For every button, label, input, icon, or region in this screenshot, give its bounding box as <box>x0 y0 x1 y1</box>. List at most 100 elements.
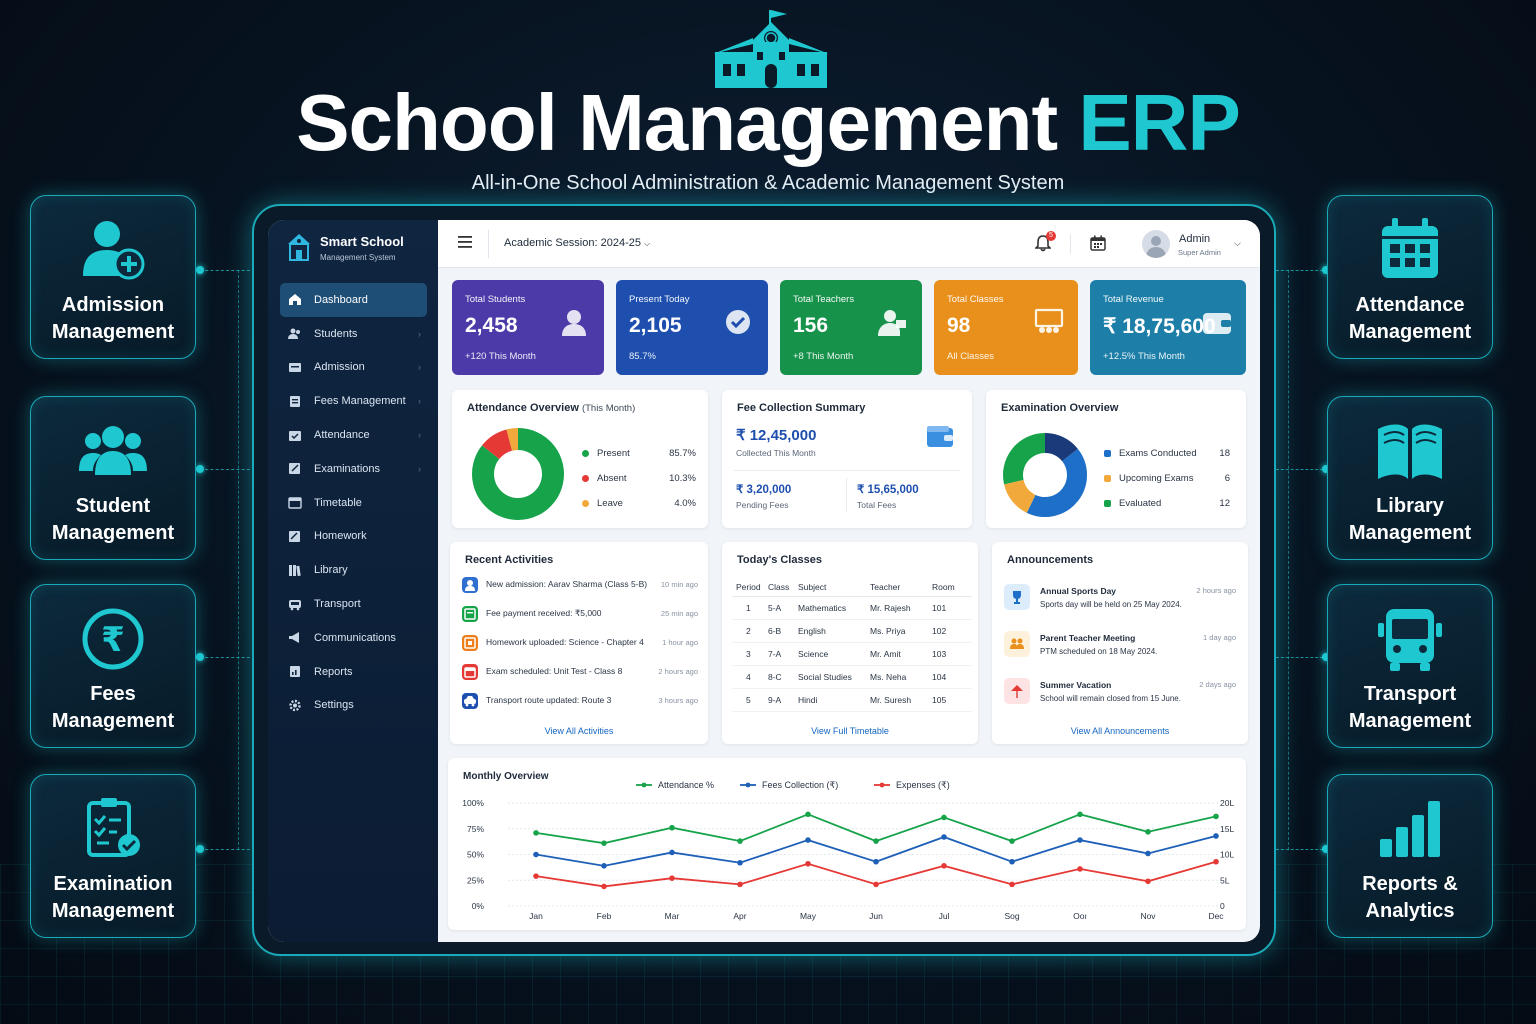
activity-item[interactable]: New admission: Aarav Sharma (Class 5-B) 1… <box>462 575 698 595</box>
announcement-time: 1 day ago <box>1203 633 1236 642</box>
stat-label: Total Revenue <box>1103 294 1164 305</box>
sidebar-item-examinations[interactable]: Examinations › <box>280 452 427 486</box>
sidebar-item-students[interactable]: Students › <box>280 317 427 351</box>
legend-swatch <box>582 449 589 457</box>
sidebar-item-admission[interactable]: Admission › <box>280 351 427 385</box>
sidebar-item-library[interactable]: Library <box>280 553 427 587</box>
table-header: Subject <box>796 578 868 597</box>
y-tick-right: 5L <box>1220 875 1230 885</box>
y-tick-right: 15L <box>1220 824 1234 834</box>
table-cell: 2 <box>732 619 766 643</box>
fees-icon <box>288 395 302 407</box>
stat-card-total-revenue[interactable]: Total Revenue ₹ 18,75,600 +12.5% This Mont… <box>1090 280 1246 375</box>
activity-text: Fee payment received: ₹5,000 <box>486 608 602 618</box>
table-row[interactable]: 4 8-C Social Studies Ms. Neha 104 <box>732 665 972 690</box>
table-cell: 1 <box>732 596 766 620</box>
x-tick: Jul <box>939 911 950 921</box>
sidebar-item-label: Library <box>314 564 348 577</box>
legend-label: Leave <box>597 498 623 509</box>
academic-session-select[interactable]: Academic Session: 2024-25 ⌵ <box>504 237 650 249</box>
data-point <box>669 824 675 831</box>
feature-examination: Examination Management <box>30 774 196 938</box>
table-row[interactable]: 3 7-A Science Mr. Amit 103 <box>732 642 972 667</box>
sidebar-item-dashboard[interactable]: Dashboard <box>280 283 427 317</box>
announcement-item[interactable]: Parent Teacher Meeting PTM scheduled on 1… <box>1004 629 1236 669</box>
feature-library: Library Management <box>1327 396 1493 560</box>
view-all-announcements-link[interactable]: View All Announcements <box>1070 726 1170 736</box>
x-tick: Jan <box>529 911 543 921</box>
connector <box>200 270 255 271</box>
sidebar-item-communications[interactable]: Communications <box>280 621 427 655</box>
legend-swatch <box>582 474 589 482</box>
avatar[interactable] <box>1142 230 1170 258</box>
sidebar-item-reports[interactable]: Reports <box>280 655 427 689</box>
calendar-icon[interactable] <box>1090 235 1106 251</box>
feature-label: Transport Management <box>1348 683 1472 732</box>
hero-title: School Management ERP <box>0 78 1536 168</box>
divider <box>734 470 960 471</box>
sidebar-item-timetable[interactable]: Timetable <box>280 486 427 520</box>
legend-value: 4.0% <box>674 498 696 509</box>
table-header-row: Period Class Subject Teacher Room <box>732 578 972 597</box>
home-icon <box>288 294 302 306</box>
legend-label: Upcoming Exams <box>1119 473 1194 484</box>
exam-slice-3 <box>1003 433 1046 485</box>
table-row[interactable]: 5 9-A Hindi Mr. Suresh 105 <box>732 688 972 713</box>
exam-card: Examination Overview Exams Conducted 18 Up… <box>986 390 1246 528</box>
data-point <box>669 875 675 881</box>
admin-role: Super Admin <box>1178 248 1221 257</box>
view-all-activities-link[interactable]: View All Activities <box>544 726 614 736</box>
admission-icon <box>288 361 302 373</box>
activity-item[interactable]: Homework uploaded: Science - Chapter 4 1 … <box>462 633 698 653</box>
data-point <box>737 838 743 844</box>
sidebar-item-homework[interactable]: Homework <box>280 520 427 554</box>
hero-subtitle: All-in-One School Administration & Acade… <box>471 172 1065 194</box>
sidebar-item-fees-management[interactable]: Fees Management › <box>280 384 427 418</box>
stat-card-total-teachers[interactable]: Total Teachers 156 +8 This Month <box>780 280 922 375</box>
y-tick-left: 100% <box>462 798 484 808</box>
svg-text:₹: ₹ <box>101 620 125 660</box>
sidebar-item-settings[interactable]: Settings <box>280 689 427 723</box>
feature-reports: Reports & Analytics <box>1327 774 1493 938</box>
activity-text: New admission: Aarav Sharma (Class 5-B) <box>486 579 648 589</box>
announcement-item[interactable]: Annual Sports Day Sports day will be held… <box>1004 582 1236 622</box>
connector-dot <box>1322 465 1330 473</box>
x-tick: May <box>800 911 817 921</box>
brand-subtitle: Management System <box>320 253 396 262</box>
announcement-item[interactable]: Summer Vacation School will remain closed… <box>1004 676 1236 716</box>
activity-time: 25 min ago <box>660 609 698 618</box>
activity-item[interactable]: Exam scheduled: Unit Test - Class 8 2 hou… <box>462 662 698 682</box>
view-full-timetable-link[interactable]: View Full Timetable <box>811 726 889 736</box>
wallet-icon <box>1202 308 1232 343</box>
fee-total: ₹ 15,65,000 <box>857 484 919 496</box>
stat-card-total-classes[interactable]: Total Classes 98 All Classes <box>934 280 1078 375</box>
table-cell: Science <box>796 642 868 667</box>
table-row[interactable]: 1 5-A Mathematics Mr. Rajesh 101 <box>732 596 972 620</box>
x-tick: Ooı <box>1073 911 1087 921</box>
hamburger-menu-icon[interactable] <box>458 236 472 248</box>
feature-label: Attendance Management <box>1348 294 1472 343</box>
stat-card-present-today[interactable]: Present Today 2,105 85.7% <box>616 280 768 375</box>
activity-item[interactable]: Transport route updated: Route 3 3 hours … <box>462 691 698 711</box>
y-tick-left: 75% <box>467 824 484 834</box>
sidebar: Smart School Management System Dashboard… <box>268 220 438 942</box>
admin-name[interactable]: Admin <box>1179 233 1211 245</box>
announcement-name: Annual Sports Day <box>1040 586 1117 596</box>
table-cell: Mr. Amit <box>868 642 930 667</box>
sidebar-item-transport[interactable]: Transport <box>280 587 427 621</box>
legend-swatch <box>1104 499 1111 507</box>
sidebar-item-attendance[interactable]: Attendance › <box>280 418 427 452</box>
y-tick-left: 0% <box>472 901 485 911</box>
legend-value: 85.7% <box>669 448 696 459</box>
x-tick: Jun <box>869 911 883 921</box>
chevron-down-icon[interactable]: ⌵ <box>1234 238 1241 248</box>
stat-card-total-students[interactable]: Total Students 2,458 +120 This Month <box>452 280 604 375</box>
table-cell: 102 <box>930 619 972 643</box>
data-point <box>601 883 607 890</box>
exam-icon <box>288 463 302 475</box>
data-point <box>669 849 675 856</box>
activity-item[interactable]: Fee payment received: ₹5,000 25 min ago <box>462 604 698 624</box>
data-point <box>941 863 947 869</box>
table-row[interactable]: 2 6-B English Ms. Priya 102 <box>732 619 972 643</box>
homework-icon <box>288 530 302 542</box>
